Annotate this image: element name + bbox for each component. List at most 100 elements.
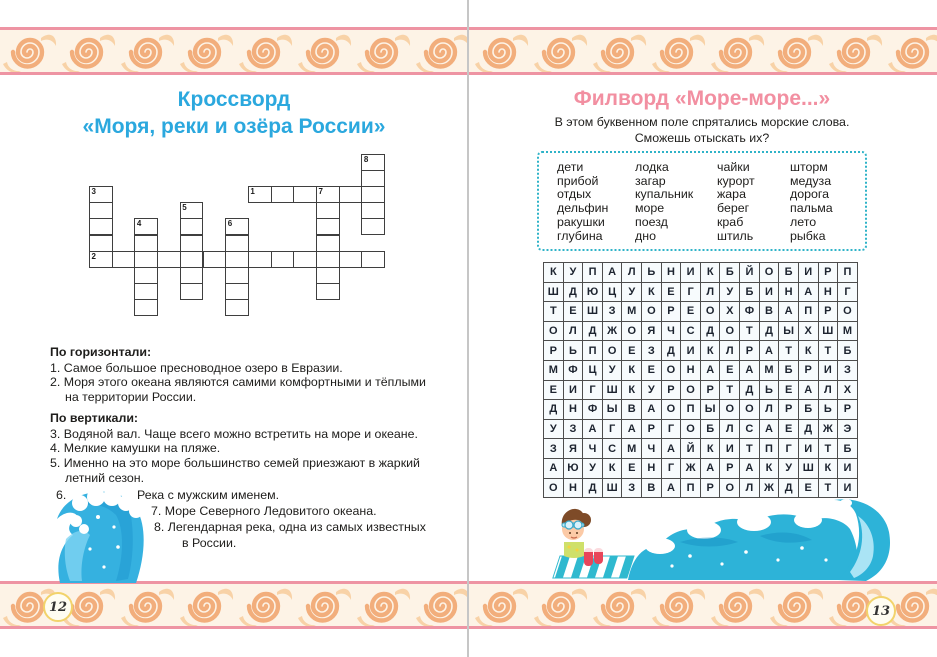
filword-cell: Г	[681, 282, 701, 303]
filword-cell: Л	[720, 419, 741, 440]
filword-cell: К	[700, 439, 721, 459]
filword-cell: Р	[798, 360, 819, 381]
crossword-cell	[361, 170, 386, 188]
clue-item: 3. Водяной вал. Чаще всего можно встрети…	[50, 426, 418, 441]
word-item: краб	[717, 214, 744, 229]
filword-cell: Б	[720, 263, 741, 283]
filword-cell: Р	[700, 478, 721, 499]
clue-8-text: 8. Легендарная река, одна из самых извес…	[154, 520, 426, 535]
crossword-cell	[89, 250, 113, 268]
word-item: штиль	[717, 228, 754, 243]
crossword-cell	[225, 266, 249, 284]
crossword-cell	[293, 250, 317, 268]
crossword-cell	[361, 202, 386, 220]
filword-cell: Й	[681, 439, 701, 459]
filword-cell: О	[759, 263, 780, 283]
filword-cell: Р	[661, 380, 682, 401]
spiral-ornament	[475, 34, 529, 72]
filword-cell: И	[681, 263, 701, 283]
filword-cell: А	[779, 302, 799, 322]
spiral-ornament	[416, 588, 470, 626]
filword-cell: Г	[838, 282, 858, 303]
crossword-cell-number: 8	[363, 155, 369, 164]
across-header: По горизонтали:	[50, 345, 152, 359]
across-clues: 1. Самое большое пресноводное озеро в Ев…	[50, 361, 495, 405]
filword-intro-line2: Сможешь отыскать их?	[634, 130, 770, 145]
filword-cell: У	[720, 282, 741, 303]
word-list-column: дети прибой отдых дельфин ракушки глубина	[557, 160, 635, 249]
filword-cell: О	[544, 321, 564, 342]
spiral-ornament	[3, 34, 57, 72]
crossword-cell-number: 2	[91, 251, 96, 261]
spiral-ornament	[180, 34, 234, 72]
filword-cell: П	[798, 302, 819, 322]
filword-cell: Я	[642, 321, 662, 342]
crossword-cell	[361, 218, 386, 236]
filword-cell: Я	[563, 439, 584, 459]
filword-cell: И	[563, 380, 584, 401]
filword-cell: О	[661, 360, 682, 381]
filword-cell: И	[818, 360, 839, 381]
filword-cell: И	[838, 458, 858, 479]
filword-cell: Д	[779, 478, 799, 499]
spiral-ornament	[475, 588, 529, 626]
filword-cell: Ф	[740, 302, 760, 322]
crossword-cell-number: 3	[91, 187, 96, 197]
crossword-cell	[134, 298, 159, 316]
page-number: 12	[48, 599, 68, 615]
filword-cell: Ы	[602, 400, 623, 420]
filword-cell: А	[798, 380, 819, 401]
filword-cell: Т	[818, 341, 839, 361]
page-number-badge-left: 12	[43, 592, 73, 622]
clue-item: 2. Моря этого океана являются самими ком…	[50, 375, 426, 390]
filword-cell: О	[700, 302, 721, 322]
filword-cell: Д	[759, 321, 780, 342]
crossword-cell-number: 4	[136, 219, 142, 229]
filword-cell: А	[544, 458, 564, 479]
crossword-cell	[89, 234, 113, 252]
filword-cell: И	[798, 263, 819, 283]
clue-8-text-wrap: в России.	[182, 536, 237, 551]
clue-6-text: Река с мужским именем.	[137, 488, 280, 503]
crossword-cell	[361, 250, 386, 268]
filword-cell: Л	[720, 341, 741, 361]
filword-cell: Х	[720, 302, 741, 322]
crossword-cell	[179, 266, 204, 284]
word-item: жара	[717, 187, 746, 202]
spiral-ornament	[829, 34, 883, 72]
spiral-ornament	[239, 588, 293, 626]
filword-cell: И	[759, 282, 780, 303]
crossword-cell	[225, 298, 249, 316]
filword-cell: А	[622, 419, 643, 440]
filword-cell: Г	[779, 439, 799, 459]
filword-cell: С	[681, 321, 701, 342]
filword-cell: Е	[779, 380, 799, 401]
crossword-cell	[89, 202, 113, 220]
filword-cell: К	[818, 458, 839, 479]
filword-cell: К	[700, 341, 721, 361]
clue-item: летний сезон.	[65, 470, 145, 485]
filword-cell: О	[602, 341, 623, 361]
filword-cell: А	[661, 439, 682, 459]
spiral-ornament	[239, 34, 293, 72]
clue-item: 5. Именно на это море большинство семей …	[50, 455, 420, 470]
crossword-cell	[247, 250, 272, 268]
filword-cell: К	[622, 360, 643, 381]
filword-cell: Л	[622, 263, 643, 283]
crossword-cell-number: 7	[318, 187, 323, 197]
filword-cell: А	[798, 282, 819, 303]
word-item: загар	[635, 173, 666, 188]
filword-cell: З	[563, 419, 584, 440]
spiral-ornament	[121, 34, 175, 72]
filword-cell: Б	[779, 263, 799, 283]
filword-cell: Е	[622, 458, 643, 479]
filword-cell: Г	[602, 419, 623, 440]
word-item: курорт	[717, 173, 755, 188]
filword-intro: В этом буквенном поле спрятались морские…	[470, 115, 934, 146]
filword-cell: В	[642, 478, 662, 499]
filword-cell: Т	[740, 321, 760, 342]
spiral-ornament	[3, 588, 57, 626]
crossword-cell	[179, 250, 204, 268]
filword-cell: Б	[779, 360, 799, 381]
